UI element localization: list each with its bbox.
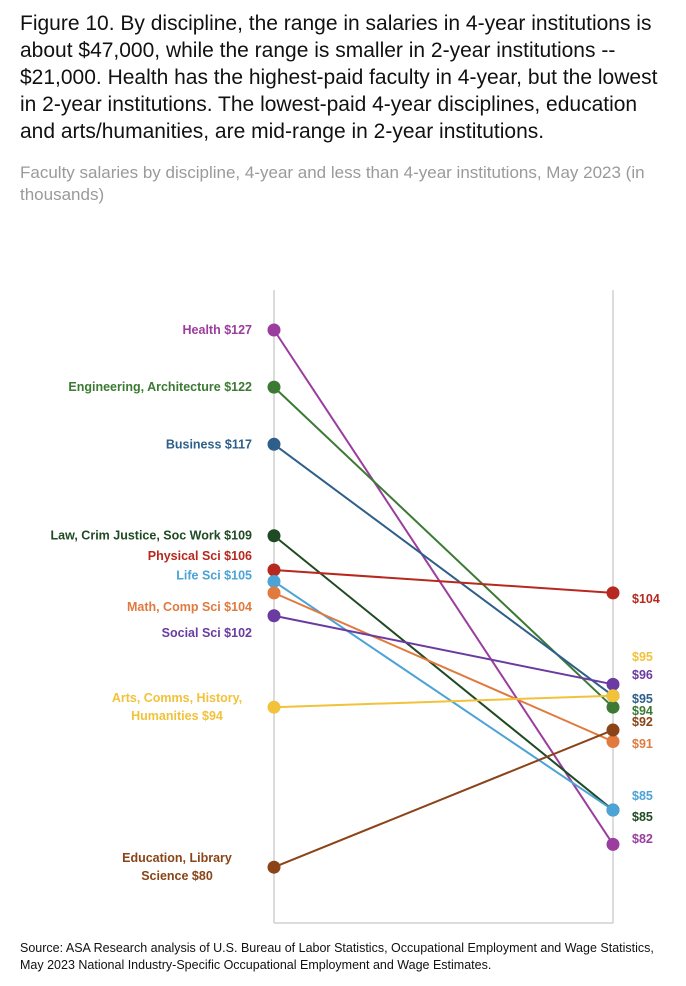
- left-label-engineering-architecture: Engineering, Architecture $122: [68, 380, 252, 394]
- point-4year-physical-sci: [267, 563, 281, 577]
- point-2year-life-sci: [606, 803, 620, 817]
- point-4year-math-comp-sci: [267, 586, 281, 600]
- right-label-education-library-science: $92: [632, 715, 653, 729]
- series-line-math-comp-sci: [273, 591, 614, 743]
- left-label-education-library-science-1: Education, Library: [122, 851, 232, 865]
- series-line-education-library-science: [273, 729, 614, 869]
- series-line-social-sci: [273, 614, 614, 686]
- point-4year-law-crim-justice-soc-work: [267, 529, 281, 543]
- left-label-arts-comms-history-humanities-2: Humanities $94: [131, 709, 223, 723]
- series-line-arts-comms-history-humanities: [273, 694, 614, 709]
- point-4year-education-library-science: [267, 860, 281, 874]
- right-label-law-crim-justice-soc-work: $85: [632, 810, 653, 824]
- point-2year-social-sci: [606, 677, 620, 691]
- series-line-physical-sci: [273, 569, 614, 594]
- right-label-math-comp-sci: $91: [632, 737, 653, 751]
- right-label-physical-sci: $104: [632, 592, 660, 606]
- left-label-math-comp-sci: Math, Comp Sci $104: [127, 600, 252, 614]
- point-4year-arts-comms-history-humanities: [267, 700, 281, 714]
- right-label-business: $95: [632, 692, 653, 706]
- left-label-law-crim-justice-soc-work: Law, Crim Justice, Soc Work $109: [51, 529, 253, 543]
- series-line-health: [273, 329, 614, 845]
- left-label-physical-sci: Physical Sci $106: [148, 549, 252, 563]
- series-line-law-crim-justice-soc-work: [273, 534, 614, 811]
- chart-subtitle: Faculty salaries by discipline, 4-year a…: [20, 163, 645, 204]
- left-label-social-sci: Social Sci $102: [162, 626, 252, 640]
- point-4year-engineering-architecture: [267, 380, 281, 394]
- left-label-business: Business $117: [166, 437, 252, 451]
- point-2year-health: [606, 837, 620, 851]
- point-2year-engineering-architecture: [606, 700, 620, 714]
- source-note: Source: ASA Research analysis of U.S. Bu…: [20, 941, 654, 972]
- chart-title: Figure 10. By discipline, the range in s…: [20, 12, 658, 143]
- point-4year-health: [267, 323, 281, 337]
- right-label-engineering-architecture: $94: [632, 704, 653, 718]
- left-label-health: Health $127: [183, 323, 253, 337]
- point-2year-physical-sci: [606, 586, 620, 600]
- right-label-life-sci: $85: [632, 789, 653, 803]
- series-line-life-sci: [273, 580, 614, 811]
- series-line-business: [273, 443, 614, 697]
- point-2year-education-library-science: [606, 723, 620, 737]
- left-label-education-library-science-2: Science $80: [141, 869, 213, 883]
- point-4year-life-sci: [267, 574, 281, 588]
- point-4year-social-sci: [267, 609, 281, 623]
- point-4year-business: [267, 437, 281, 451]
- right-label-health: $82: [632, 832, 653, 846]
- point-2year-math-comp-sci: [606, 734, 620, 748]
- left-label-arts-comms-history-humanities-1: Arts, Comms, History,: [112, 691, 242, 705]
- right-label-arts-comms-history-humanities: $95: [632, 650, 653, 664]
- point-2year-arts-comms-history-humanities: [606, 689, 620, 703]
- left-label-life-sci: Life Sci $105: [176, 568, 252, 582]
- right-label-social-sci: $96: [632, 668, 653, 682]
- slope-chart: Health $127 $82 Engineering, Architecture …: [51, 290, 660, 924]
